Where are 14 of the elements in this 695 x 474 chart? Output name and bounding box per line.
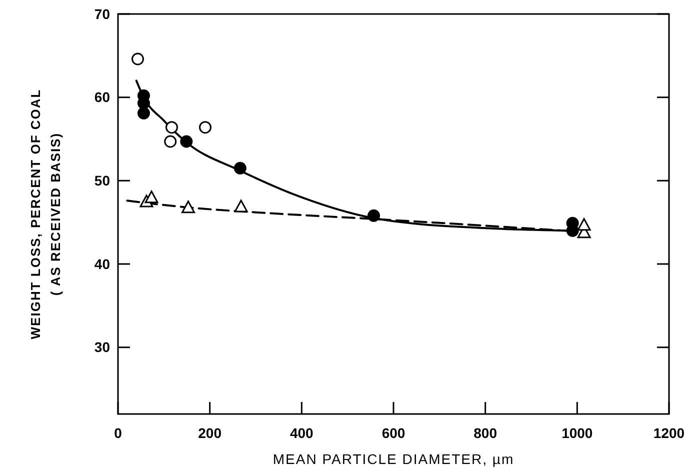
y-axis-title: WEIGHT LOSS, PERCENT OF COAL ( AS RECEIVED BASIS) <box>28 88 63 340</box>
x-tick-label: 1200 <box>653 425 685 441</box>
x-tick-label: 0 <box>114 425 122 441</box>
x-tick-label: 200 <box>198 425 222 441</box>
y-tick-label: 70 <box>94 6 110 22</box>
x-tick-label: 1000 <box>562 425 593 441</box>
y-tick-label: 30 <box>94 339 110 356</box>
x-tick-label: 400 <box>290 425 314 441</box>
y-tick-label: 50 <box>94 172 110 189</box>
y-tick-label: 40 <box>94 256 110 272</box>
x-tick-label: 800 <box>474 425 498 441</box>
y-tick-label: 60 <box>94 89 110 106</box>
x-tick-label: 600 <box>382 425 406 441</box>
x-axis-title: MEAN PARTICLE DIAMETER, µm <box>272 451 514 467</box>
